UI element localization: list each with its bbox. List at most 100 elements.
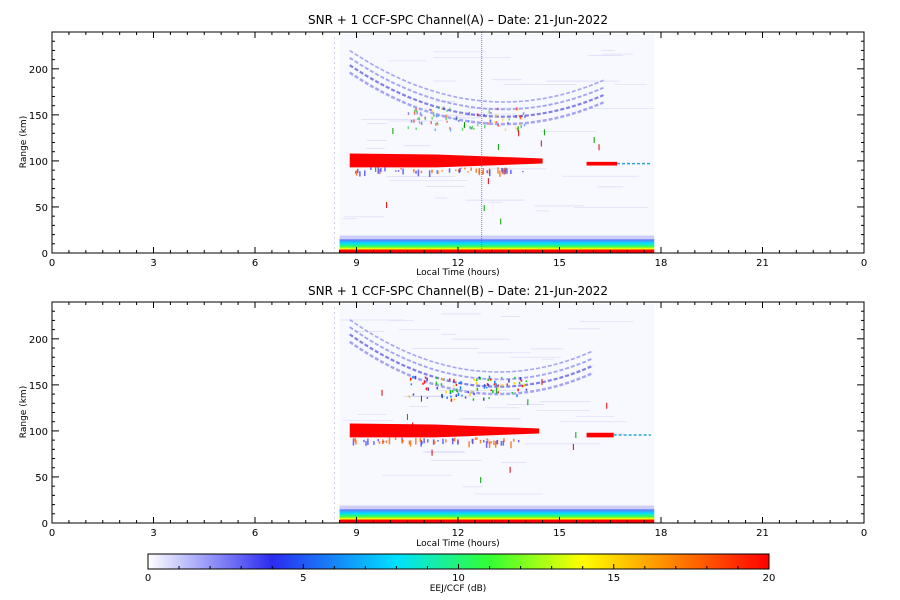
echo-150km-speckle [446, 120, 448, 123]
echo-150km-speckle [460, 112, 463, 115]
eej-echo-speckle [467, 171, 469, 173]
ground-clutter-band [339, 509, 655, 523]
eej-echo-speckle [363, 439, 365, 443]
eej-echo-speckle [367, 438, 369, 445]
eej-echo-speckle [353, 437, 355, 442]
echo-150km-speckle [456, 388, 458, 393]
echo-150km-speckle [445, 117, 447, 121]
echo-150km-speckle [455, 116, 458, 120]
eej-echo-speckle [437, 439, 439, 442]
echo-150km-speckle [490, 112, 492, 114]
echo-150km-speckle [489, 378, 492, 381]
eej-echo-speckle [475, 168, 477, 173]
echo-150km-speckle [443, 106, 445, 111]
eej-echo-speckle [378, 169, 381, 175]
echo-150km-speckle [450, 398, 453, 402]
echo-150km-speckle [469, 392, 471, 397]
panel-title: SNR + 1 CCF-SPC Channel(B) – Date: 21-Ju… [308, 284, 608, 298]
eej-echo-speckle [502, 171, 504, 175]
echo-150km-speckle [415, 107, 417, 111]
eej-echo-speckle [488, 441, 491, 448]
x-axis-label: Local Time (hours) [416, 539, 499, 549]
echo-150km-speckle [445, 390, 447, 394]
echo-150km-speckle [410, 377, 412, 381]
echo-150km-speckle [408, 395, 411, 398]
echo-150km-speckle [519, 115, 522, 120]
echo-150km-speckle [412, 376, 414, 379]
y-tick-label: 100 [29, 157, 48, 168]
eej-echo-speckle [352, 438, 355, 446]
echo-150km-speckle [415, 127, 417, 130]
eej-echo-speckle [468, 441, 470, 448]
eej-echo-speckle [355, 170, 358, 176]
eej-echo-speckle [355, 171, 357, 174]
y-axis-label: Range (km) [19, 116, 29, 168]
eej-echo-speckle [490, 441, 492, 444]
echo-150km-speckle [441, 378, 444, 381]
echo-150km-speckle [427, 387, 430, 391]
echo-150km-speckle [459, 386, 462, 390]
echo-150km-speckle [523, 123, 526, 127]
echo-150km-speckle [487, 383, 490, 387]
echo-150km-speckle [433, 113, 435, 117]
echo-150km-speckle [448, 378, 451, 381]
eej-echo-speckle [356, 168, 359, 174]
echo-150km-speckle [514, 376, 516, 379]
eej-echo-speckle [504, 167, 507, 171]
echo-150km-speckle [495, 383, 497, 387]
eej-echo-speckle [486, 170, 488, 174]
echo-150km-speckle [516, 107, 518, 111]
echo-150km-speckle [436, 122, 438, 124]
echo-150km-speckle [419, 112, 422, 116]
echo-150km-speckle [518, 381, 521, 385]
echo-150km-speckle [420, 114, 423, 117]
eej-echo-speckle [415, 438, 417, 445]
echo-150km-speckle [412, 393, 415, 396]
eej-echo-speckle [384, 167, 386, 172]
echo-150km-speckle [518, 108, 521, 111]
echo-150km-speckle [429, 108, 431, 111]
echo-150km-speckle [506, 383, 508, 386]
eej-echo-speckle [382, 440, 384, 444]
data-span-background [339, 34, 655, 253]
eej-echo-speckle [365, 441, 367, 446]
echo-150km-speckle [422, 382, 424, 385]
eej-echo-speckle [415, 170, 417, 174]
eej-echo-speckle [485, 440, 488, 448]
x-tick-label: 6 [252, 258, 258, 269]
y-tick-label: 50 [35, 203, 48, 214]
eej-echo-speckle [402, 168, 404, 175]
ground-clutter-band [339, 239, 655, 253]
echo-150km-speckle [452, 385, 455, 387]
y-tick-label: 150 [29, 111, 48, 122]
echo-150km-striation [349, 57, 604, 111]
echo-150km-speckle [501, 118, 504, 122]
echo-150km-speckle [425, 387, 428, 391]
echo-150km-speckle [430, 109, 432, 111]
x-tick-label: 0 [49, 528, 55, 539]
echo-150km-speckle [519, 377, 522, 381]
x-tick-label: 12 [452, 528, 465, 539]
echo-150km-speckle [520, 379, 523, 382]
echo-150km-speckle [492, 390, 494, 394]
echo-150km-speckle [516, 394, 518, 398]
eej-echo-speckle [359, 171, 361, 177]
echo-150km-speckle [460, 381, 462, 385]
eej-echo-speckle [378, 441, 381, 444]
echo-150km-speckle [415, 110, 418, 113]
eej-echo-speckle [354, 438, 357, 442]
colorbar-tick-label: 0 [145, 573, 151, 584]
eej-echo-speckle [395, 170, 397, 172]
eej-echo-speckle [510, 441, 512, 449]
eej-echo-speckle [488, 169, 491, 177]
echo-150km-speckle [478, 376, 481, 379]
echo-150km-speckle [446, 114, 448, 117]
echo-150km-speckle [426, 397, 429, 399]
x-tick-label: 15 [553, 528, 566, 539]
echo-150km-speckle [450, 395, 452, 398]
y-tick-label: 0 [42, 249, 48, 260]
eej-echo-speckle [460, 167, 463, 169]
eej-echo-speckle [448, 168, 451, 173]
eej-echo-speckle [499, 170, 501, 177]
